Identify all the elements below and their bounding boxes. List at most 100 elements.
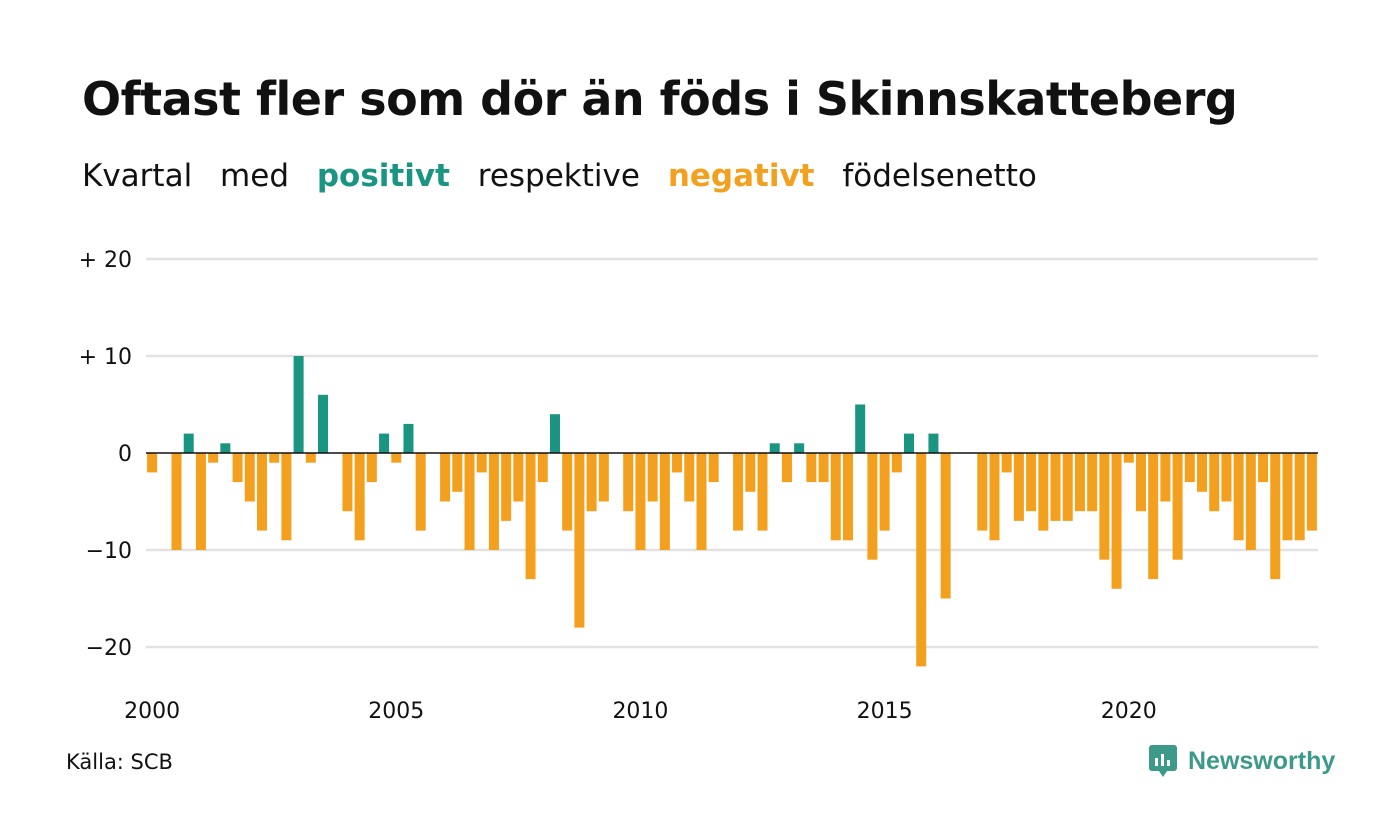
bar-2010-q1 bbox=[635, 453, 646, 550]
bar-2016-q2 bbox=[940, 453, 951, 599]
bar-2020-q3 bbox=[1148, 453, 1159, 580]
bar-2019-q2 bbox=[1087, 453, 1098, 512]
bar-2002-q4 bbox=[281, 453, 292, 541]
bar-2021-q1 bbox=[1172, 453, 1183, 560]
bar-2010-q3 bbox=[659, 453, 670, 550]
y-tick-label: −20 bbox=[86, 636, 132, 661]
bar-2002-q2 bbox=[256, 453, 267, 531]
bar-2015-q1 bbox=[879, 453, 890, 531]
bar-2004-q1 bbox=[342, 453, 353, 512]
bar-2006-q3 bbox=[464, 453, 475, 550]
bar-2011-q3 bbox=[708, 453, 719, 483]
bar-2023-q4 bbox=[1306, 453, 1317, 531]
bar-2007-q4 bbox=[525, 453, 536, 580]
y-axis: + 20 + 10 0 −10 −20 bbox=[79, 248, 132, 661]
bar-2017-q1 bbox=[977, 453, 988, 531]
y-tick-label: 0 bbox=[118, 442, 132, 467]
chart-subtitle: Kvartal med positivt respektive negativt… bbox=[82, 158, 1055, 194]
bar-2003-q2 bbox=[305, 453, 316, 463]
bar-2009-q4 bbox=[623, 453, 634, 512]
bars bbox=[147, 356, 1317, 667]
bar-2011-q1 bbox=[684, 453, 695, 502]
bar-2005-q3 bbox=[415, 453, 426, 531]
bar-2000-q4 bbox=[183, 433, 194, 453]
bar-2014-q3 bbox=[855, 404, 866, 453]
bar-2014-q4 bbox=[867, 453, 878, 560]
bar-2008-q4 bbox=[574, 453, 585, 628]
bar-2009-q2 bbox=[598, 453, 609, 502]
bar-2014-q2 bbox=[842, 453, 853, 541]
bar-2019-q3 bbox=[1099, 453, 1110, 560]
bar-2022-q1 bbox=[1221, 453, 1232, 502]
bar-2005-q2 bbox=[403, 423, 414, 453]
bar-2006-q4 bbox=[476, 453, 487, 473]
bar-2020-q4 bbox=[1160, 453, 1171, 502]
subtitle-negative-label: negativt bbox=[667, 158, 815, 194]
bar-2022-q2 bbox=[1233, 453, 1244, 541]
bar-2019-q4 bbox=[1111, 453, 1122, 589]
bar-2001-q2 bbox=[208, 453, 219, 463]
bar-2008-q1 bbox=[537, 453, 548, 483]
subtitle-word: födelsenetto bbox=[842, 158, 1037, 194]
bar-2018-q2 bbox=[1038, 453, 1049, 531]
bar-2003-q1 bbox=[293, 356, 304, 453]
bar-2017-q3 bbox=[1001, 453, 1012, 473]
bar-2019-q1 bbox=[1074, 453, 1085, 512]
newsworthy-logo-icon bbox=[1149, 745, 1177, 777]
bar-2008-q2 bbox=[549, 414, 560, 453]
bar-2006-q2 bbox=[452, 453, 463, 492]
bar-2009-q1 bbox=[586, 453, 597, 512]
bar-2013-q2 bbox=[794, 443, 805, 453]
bar-2021-q2 bbox=[1184, 453, 1195, 483]
bar-2018-q1 bbox=[1026, 453, 1037, 512]
bar-2012-q3 bbox=[757, 453, 768, 531]
brand-name: Newsworthy bbox=[1188, 746, 1336, 775]
x-axis: 2000 2005 2010 2015 2020 bbox=[124, 699, 1157, 724]
bar-2004-q3 bbox=[366, 453, 377, 483]
bar-2005-q1 bbox=[391, 453, 402, 463]
bar-2010-q2 bbox=[647, 453, 658, 502]
grid-layer bbox=[146, 257, 1318, 649]
x-tick-label: 2020 bbox=[1101, 699, 1157, 724]
newsworthy-logo[interactable]: Newsworthy bbox=[1148, 744, 1335, 778]
bar-2000-q1 bbox=[147, 453, 158, 473]
y-tick-label: + 20 bbox=[79, 248, 132, 273]
bar-2012-q1 bbox=[733, 453, 744, 531]
bar-2023-q2 bbox=[1282, 453, 1293, 541]
y-tick-label: + 10 bbox=[79, 345, 132, 370]
bar-2020-q2 bbox=[1135, 453, 1146, 512]
bar-2000-q3 bbox=[171, 453, 182, 550]
bar-2001-q3 bbox=[220, 443, 231, 453]
bar-2021-q4 bbox=[1209, 453, 1220, 512]
bar-2018-q3 bbox=[1050, 453, 1061, 521]
x-tick-label: 2005 bbox=[368, 699, 424, 724]
subtitle-word: Kvartal bbox=[82, 158, 193, 194]
bar-2021-q3 bbox=[1197, 453, 1208, 492]
bar-2015-q3 bbox=[904, 433, 915, 453]
bar-2016-q1 bbox=[928, 433, 939, 453]
bar-2017-q4 bbox=[1013, 453, 1024, 521]
subtitle-word: respektive bbox=[477, 158, 640, 194]
y-tick-label: −10 bbox=[86, 539, 132, 564]
bar-2001-q1 bbox=[195, 453, 206, 550]
bar-2017-q2 bbox=[989, 453, 1000, 541]
bar-2013-q1 bbox=[781, 453, 792, 483]
bar-2007-q1 bbox=[488, 453, 499, 550]
x-tick-label: 2015 bbox=[857, 699, 913, 724]
bar-2010-q4 bbox=[672, 453, 683, 473]
bar-2008-q3 bbox=[562, 453, 573, 531]
x-tick-label: 2000 bbox=[124, 699, 180, 724]
x-tick-label: 2010 bbox=[612, 699, 668, 724]
bar-2004-q4 bbox=[379, 433, 390, 453]
bar-2007-q3 bbox=[513, 453, 524, 502]
bar-2023-q1 bbox=[1270, 453, 1281, 580]
bar-2022-q4 bbox=[1258, 453, 1269, 483]
bar-2012-q4 bbox=[769, 443, 780, 453]
bar-2015-q2 bbox=[891, 453, 902, 473]
bar-2001-q4 bbox=[232, 453, 243, 483]
bar-2013-q4 bbox=[818, 453, 829, 483]
bar-2015-q4 bbox=[916, 453, 927, 667]
bar-2003-q3 bbox=[318, 394, 329, 453]
bar-2002-q1 bbox=[244, 453, 255, 502]
